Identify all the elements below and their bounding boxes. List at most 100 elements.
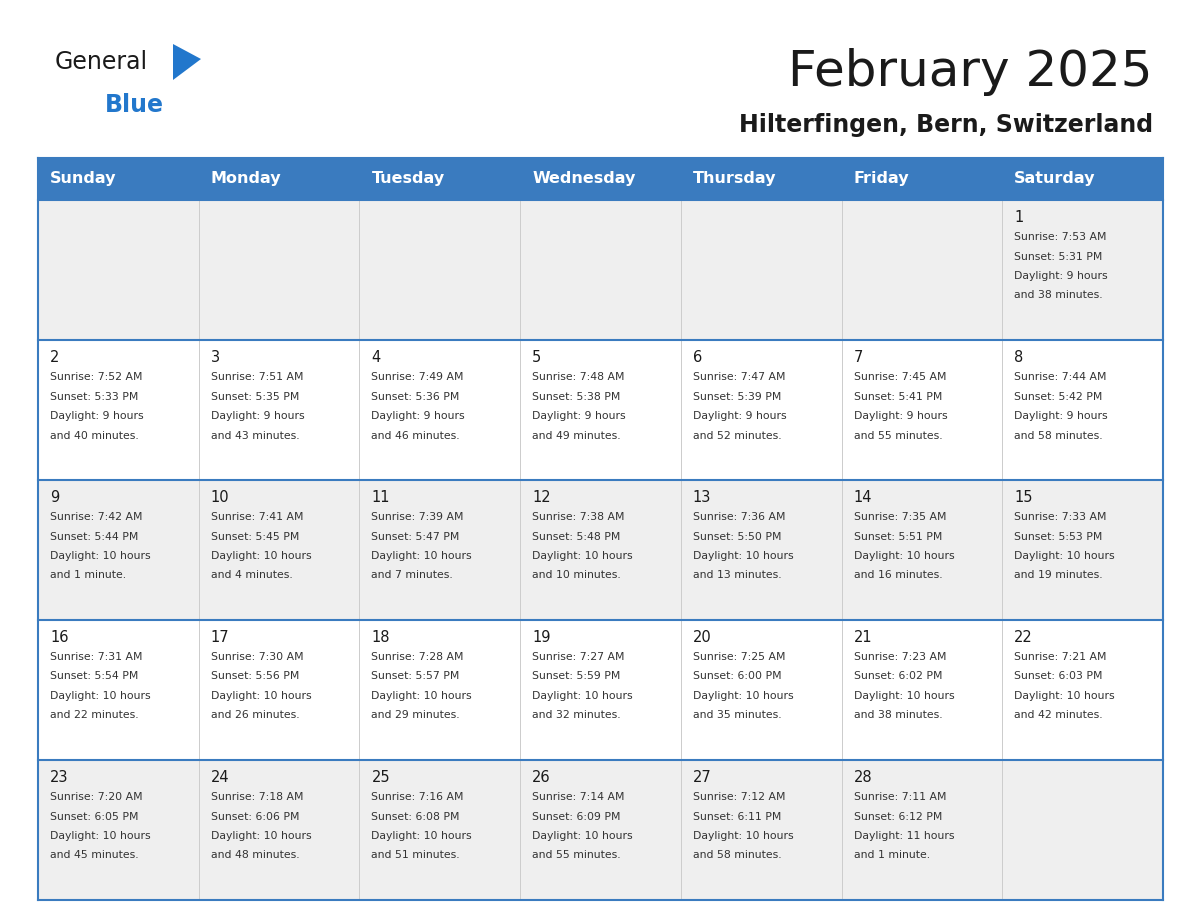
Text: Sunrise: 7:53 AM: Sunrise: 7:53 AM — [1015, 232, 1107, 242]
Text: Daylight: 10 hours: Daylight: 10 hours — [693, 691, 794, 701]
Text: Daylight: 9 hours: Daylight: 9 hours — [532, 411, 626, 421]
Text: Sunrise: 7:39 AM: Sunrise: 7:39 AM — [372, 512, 465, 522]
Text: Daylight: 10 hours: Daylight: 10 hours — [1015, 691, 1114, 701]
Text: Sunrise: 7:12 AM: Sunrise: 7:12 AM — [693, 792, 785, 802]
Text: Sunrise: 7:44 AM: Sunrise: 7:44 AM — [1015, 372, 1107, 382]
Text: Daylight: 10 hours: Daylight: 10 hours — [372, 551, 472, 561]
Text: and 1 minute.: and 1 minute. — [853, 850, 930, 860]
Text: February 2025: February 2025 — [789, 48, 1154, 96]
Text: Daylight: 10 hours: Daylight: 10 hours — [210, 691, 311, 701]
Text: and 19 minutes.: and 19 minutes. — [1015, 570, 1102, 580]
Text: Daylight: 9 hours: Daylight: 9 hours — [1015, 271, 1108, 281]
Text: Sunrise: 7:33 AM: Sunrise: 7:33 AM — [1015, 512, 1107, 522]
Text: 2: 2 — [50, 350, 59, 365]
Text: 20: 20 — [693, 630, 712, 645]
Text: Sunset: 5:45 PM: Sunset: 5:45 PM — [210, 532, 299, 542]
Text: and 48 minutes.: and 48 minutes. — [210, 850, 299, 860]
Text: Sunset: 6:08 PM: Sunset: 6:08 PM — [372, 812, 460, 822]
Text: Daylight: 10 hours: Daylight: 10 hours — [853, 551, 954, 561]
Bar — [38, 200, 1163, 340]
Text: 10: 10 — [210, 490, 229, 505]
Text: Sunset: 6:11 PM: Sunset: 6:11 PM — [693, 812, 782, 822]
Text: Sunset: 5:44 PM: Sunset: 5:44 PM — [50, 532, 138, 542]
Text: 17: 17 — [210, 630, 229, 645]
Text: Sunset: 6:06 PM: Sunset: 6:06 PM — [210, 812, 299, 822]
Text: Friday: Friday — [853, 172, 909, 186]
Text: Daylight: 10 hours: Daylight: 10 hours — [693, 551, 794, 561]
Text: Sunrise: 7:27 AM: Sunrise: 7:27 AM — [532, 652, 625, 662]
Text: Sunrise: 7:31 AM: Sunrise: 7:31 AM — [50, 652, 143, 662]
Text: 27: 27 — [693, 770, 712, 785]
Text: Hilterfingen, Bern, Switzerland: Hilterfingen, Bern, Switzerland — [739, 113, 1154, 137]
Text: and 22 minutes.: and 22 minutes. — [50, 711, 139, 721]
Text: 3: 3 — [210, 350, 220, 365]
Text: Sunday: Sunday — [50, 172, 116, 186]
Text: Sunset: 6:09 PM: Sunset: 6:09 PM — [532, 812, 620, 822]
Polygon shape — [173, 44, 201, 80]
Text: Sunrise: 7:45 AM: Sunrise: 7:45 AM — [853, 372, 946, 382]
Text: Sunset: 5:38 PM: Sunset: 5:38 PM — [532, 391, 620, 401]
Text: and 51 minutes.: and 51 minutes. — [372, 850, 460, 860]
Text: Sunrise: 7:21 AM: Sunrise: 7:21 AM — [1015, 652, 1107, 662]
Text: 21: 21 — [853, 630, 872, 645]
Text: Sunset: 5:51 PM: Sunset: 5:51 PM — [853, 532, 942, 542]
Text: Sunset: 5:36 PM: Sunset: 5:36 PM — [372, 391, 460, 401]
Text: Daylight: 9 hours: Daylight: 9 hours — [210, 411, 304, 421]
Text: 5: 5 — [532, 350, 542, 365]
Text: and 55 minutes.: and 55 minutes. — [853, 431, 942, 441]
Text: 14: 14 — [853, 490, 872, 505]
Text: and 38 minutes.: and 38 minutes. — [1015, 290, 1102, 300]
Text: 11: 11 — [372, 490, 390, 505]
Text: 12: 12 — [532, 490, 551, 505]
Text: 26: 26 — [532, 770, 551, 785]
Text: Sunset: 5:50 PM: Sunset: 5:50 PM — [693, 532, 782, 542]
Bar — [38, 158, 1163, 200]
Bar — [38, 340, 1163, 480]
Text: Sunset: 5:31 PM: Sunset: 5:31 PM — [1015, 252, 1102, 262]
Text: Sunset: 5:39 PM: Sunset: 5:39 PM — [693, 391, 782, 401]
Text: Daylight: 10 hours: Daylight: 10 hours — [372, 691, 472, 701]
Text: 24: 24 — [210, 770, 229, 785]
Text: Sunset: 5:42 PM: Sunset: 5:42 PM — [1015, 391, 1102, 401]
Text: and 52 minutes.: and 52 minutes. — [693, 431, 782, 441]
Text: Sunrise: 7:20 AM: Sunrise: 7:20 AM — [50, 792, 143, 802]
Text: Sunset: 5:33 PM: Sunset: 5:33 PM — [50, 391, 138, 401]
Text: 25: 25 — [372, 770, 390, 785]
Text: Sunset: 5:54 PM: Sunset: 5:54 PM — [50, 671, 138, 681]
Text: 9: 9 — [50, 490, 59, 505]
Text: Daylight: 11 hours: Daylight: 11 hours — [853, 831, 954, 841]
Text: Daylight: 9 hours: Daylight: 9 hours — [853, 411, 947, 421]
Text: Sunrise: 7:51 AM: Sunrise: 7:51 AM — [210, 372, 303, 382]
Text: 7: 7 — [853, 350, 862, 365]
Text: Sunset: 5:57 PM: Sunset: 5:57 PM — [372, 671, 460, 681]
Text: Daylight: 10 hours: Daylight: 10 hours — [532, 551, 633, 561]
Text: Blue: Blue — [105, 93, 164, 117]
Text: Daylight: 9 hours: Daylight: 9 hours — [372, 411, 465, 421]
Bar — [38, 480, 1163, 620]
Text: and 29 minutes.: and 29 minutes. — [372, 711, 460, 721]
Text: 4: 4 — [372, 350, 380, 365]
Text: Sunrise: 7:16 AM: Sunrise: 7:16 AM — [372, 792, 465, 802]
Text: Daylight: 10 hours: Daylight: 10 hours — [50, 831, 151, 841]
Text: Sunrise: 7:49 AM: Sunrise: 7:49 AM — [372, 372, 465, 382]
Text: Sunrise: 7:35 AM: Sunrise: 7:35 AM — [853, 512, 946, 522]
Text: Sunrise: 7:42 AM: Sunrise: 7:42 AM — [50, 512, 143, 522]
Text: Daylight: 9 hours: Daylight: 9 hours — [693, 411, 786, 421]
Text: and 43 minutes.: and 43 minutes. — [210, 431, 299, 441]
Bar — [38, 620, 1163, 760]
Bar — [38, 760, 1163, 900]
Text: 18: 18 — [372, 630, 390, 645]
Text: Sunset: 6:12 PM: Sunset: 6:12 PM — [853, 812, 942, 822]
Text: Daylight: 9 hours: Daylight: 9 hours — [50, 411, 144, 421]
Text: 15: 15 — [1015, 490, 1032, 505]
Text: Sunrise: 7:52 AM: Sunrise: 7:52 AM — [50, 372, 143, 382]
Text: Sunset: 5:35 PM: Sunset: 5:35 PM — [210, 391, 299, 401]
Text: 23: 23 — [50, 770, 69, 785]
Text: Sunset: 5:41 PM: Sunset: 5:41 PM — [853, 391, 942, 401]
Text: Sunset: 6:00 PM: Sunset: 6:00 PM — [693, 671, 782, 681]
Text: 22: 22 — [1015, 630, 1034, 645]
Text: and 46 minutes.: and 46 minutes. — [372, 431, 460, 441]
Text: Daylight: 10 hours: Daylight: 10 hours — [532, 831, 633, 841]
Text: Daylight: 10 hours: Daylight: 10 hours — [210, 831, 311, 841]
Text: Sunrise: 7:30 AM: Sunrise: 7:30 AM — [210, 652, 303, 662]
